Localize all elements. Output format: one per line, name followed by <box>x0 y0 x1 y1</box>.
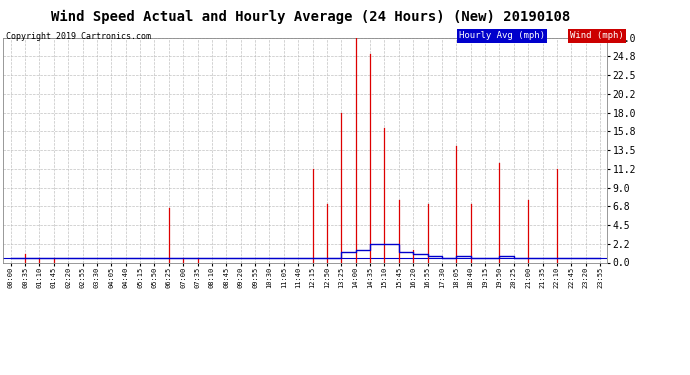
Text: Wind (mph): Wind (mph) <box>570 32 624 40</box>
Text: Wind Speed Actual and Hourly Average (24 Hours) (New) 20190108: Wind Speed Actual and Hourly Average (24… <box>51 9 570 24</box>
Text: Hourly Avg (mph): Hourly Avg (mph) <box>459 32 545 40</box>
Text: Copyright 2019 Cartronics.com: Copyright 2019 Cartronics.com <box>6 32 150 41</box>
